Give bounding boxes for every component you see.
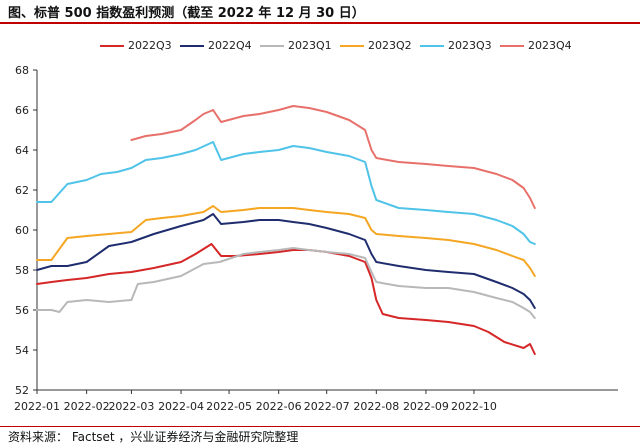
legend-label-3: 2023Q2: [368, 39, 412, 52]
x-tick-label: 2022-06: [256, 400, 302, 413]
footer-divider: [0, 426, 640, 427]
series-line-2023Q3: [36, 141, 536, 245]
legend-label-2: 2023Q1: [288, 39, 332, 52]
x-tick-label: 2022-03: [108, 400, 154, 413]
y-tick-label: 52: [15, 384, 29, 397]
legend-swatch-5: [500, 45, 524, 47]
y-tick-label: 58: [15, 264, 29, 277]
y-tick-label: 64: [15, 144, 29, 157]
x-tick-label: 2022-05: [206, 400, 252, 413]
series-line-2022Q4: [36, 213, 536, 309]
legend-label-4: 2023Q3: [448, 39, 492, 52]
legend-swatch-0: [100, 45, 124, 47]
x-tick-label: 2022-02: [64, 400, 110, 413]
chart-title: 图、标普 500 指数盈利预测（截至 2022 年 12 月 30 日）: [8, 6, 365, 21]
series-line-2023Q1: [36, 247, 536, 319]
y-tick-label: 68: [15, 64, 29, 77]
legend-label-5: 2023Q4: [528, 39, 572, 52]
series-line-2023Q4: [130, 105, 536, 209]
x-tick-label: 2022-08: [353, 400, 399, 413]
legend-label-1: 2022Q4: [208, 39, 252, 52]
title-divider: [0, 22, 640, 24]
y-tick-label: 60: [15, 224, 29, 237]
legend-label-0: 2022Q3: [128, 39, 172, 52]
x-tick-label: 2022-10: [451, 400, 497, 413]
y-tick-label: 54: [15, 344, 29, 357]
chart-legend: 2022Q3 2022Q4 2023Q1 2023Q2 2023Q3 2023Q…: [100, 38, 600, 54]
x-tick-label: 2022-07: [304, 400, 350, 413]
x-tick-label: 2022-01: [14, 400, 60, 413]
legend-swatch-1: [180, 45, 204, 47]
x-tick-label: 2022-09: [403, 400, 449, 413]
source-note: 资料来源： Factset ，兴业证券经济与金融研究院整理: [8, 430, 299, 444]
series-line-2023Q2: [36, 205, 536, 277]
legend-swatch-4: [420, 45, 444, 47]
x-tick-label: 2022-04: [158, 400, 204, 413]
y-tick-label: 62: [15, 184, 29, 197]
y-tick-label: 56: [15, 304, 29, 317]
y-tick-label: 66: [15, 104, 29, 117]
legend-swatch-2: [260, 45, 284, 47]
series-line-2022Q3: [36, 243, 536, 355]
legend-swatch-3: [340, 45, 364, 47]
